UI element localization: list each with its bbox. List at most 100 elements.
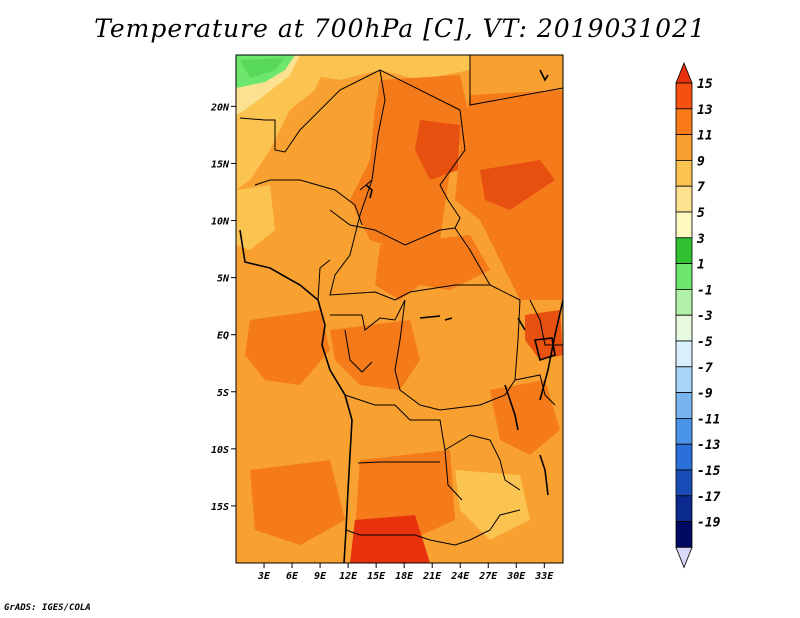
green-area-inner bbox=[240, 58, 285, 78]
warm-area-north bbox=[300, 55, 470, 80]
y-tick-label: 5S bbox=[217, 388, 229, 399]
colorbar-segment bbox=[675, 417, 693, 445]
colorbar-segment bbox=[675, 392, 693, 419]
colorbar-segment bbox=[675, 288, 693, 316]
x-tick-label: 6E bbox=[286, 571, 299, 582]
border-2 bbox=[469, 55, 563, 106]
colorbar-label: -9 bbox=[697, 387, 713, 402]
colorbar-label: -3 bbox=[697, 309, 713, 324]
colorbar-label: -17 bbox=[697, 490, 721, 505]
colorbar-label: -7 bbox=[697, 361, 713, 376]
border-5 bbox=[329, 209, 456, 246]
colorbar-label: 9 bbox=[697, 154, 705, 169]
border-14 bbox=[444, 434, 521, 491]
colorbar-label: -1 bbox=[697, 283, 713, 298]
colorbar-segment bbox=[675, 237, 693, 265]
warm-area-west-coast bbox=[236, 185, 275, 250]
colorbar-bottom-arrow bbox=[675, 547, 693, 569]
colorbar-label: 7 bbox=[697, 180, 705, 195]
colorbar-label: -19 bbox=[697, 516, 721, 531]
y-tick-label: EQ bbox=[217, 331, 229, 342]
colorbar-segment bbox=[675, 495, 693, 522]
borders-layer bbox=[239, 55, 563, 563]
warm-area-southeast bbox=[455, 470, 530, 540]
lake-victoria bbox=[534, 337, 556, 362]
border-11 bbox=[344, 394, 463, 501]
border-8 bbox=[330, 299, 406, 331]
border-9 bbox=[344, 329, 373, 373]
y-tick-label: 15N bbox=[211, 159, 230, 170]
hot-core-north bbox=[415, 120, 460, 180]
colorbar-label: 11 bbox=[697, 129, 713, 144]
hot-area-tanzania bbox=[490, 380, 560, 455]
map-frame bbox=[235, 54, 564, 564]
colorbar-label: 5 bbox=[697, 206, 705, 221]
x-tick-label: 15E bbox=[367, 571, 386, 582]
y-tick-label: 10S bbox=[211, 445, 229, 456]
colorbar-segment bbox=[675, 340, 693, 368]
colorbar-segment bbox=[675, 108, 693, 136]
y-axis-ticks: 20N 15N 10N 5N EQ 5S 10S 15S bbox=[210, 102, 236, 513]
colorbar-label: -13 bbox=[697, 438, 721, 453]
hot-core-east bbox=[480, 160, 555, 210]
y-tick-label: 5N bbox=[217, 274, 230, 285]
map-fill-layer bbox=[236, 55, 563, 563]
x-tick-label: 3E bbox=[257, 571, 271, 582]
x-tick-label: 27E bbox=[478, 571, 498, 582]
x-tick-label: 33E bbox=[534, 571, 554, 582]
coastline-east bbox=[539, 299, 563, 401]
colorbar-segment bbox=[675, 443, 693, 471]
x-tick-label: 18E bbox=[395, 571, 414, 582]
colorbar-top-arrow bbox=[675, 61, 693, 84]
border-13 bbox=[345, 529, 456, 546]
x-tick-label: 24E bbox=[450, 571, 470, 582]
grads-credit: GrADS: IGES/COLA bbox=[4, 603, 91, 613]
x-tick-label: 21E bbox=[422, 571, 442, 582]
colorbar-label: 3 bbox=[696, 232, 705, 247]
y-tick-label: 15S bbox=[211, 502, 229, 513]
border-1 bbox=[239, 69, 386, 191]
border-15 bbox=[454, 509, 521, 546]
hot-area-southwest bbox=[250, 460, 345, 545]
colorbar-segment bbox=[675, 469, 693, 497]
colorbar-segment bbox=[675, 521, 693, 548]
colorbar-segment bbox=[675, 82, 693, 110]
hot-area-gabon bbox=[245, 310, 330, 385]
colorbar-segment bbox=[675, 211, 693, 239]
lake-chad bbox=[365, 184, 373, 199]
colorbar-label: 13 bbox=[697, 103, 713, 118]
colorbar-label: -11 bbox=[697, 412, 720, 427]
river-segment bbox=[419, 315, 453, 321]
colorbar-label: -15 bbox=[697, 464, 721, 479]
lake-tanganyika bbox=[504, 384, 519, 431]
green-area bbox=[236, 55, 295, 88]
x-tick-label: 30E bbox=[506, 571, 526, 582]
x-axis-ticks: 3E 6E 9E 12E 15E 18E 21E 24E 27E 30E 33E bbox=[257, 563, 554, 582]
border-4 bbox=[329, 179, 490, 301]
lake-malawi bbox=[539, 454, 549, 496]
colorbar-label: -5 bbox=[697, 335, 713, 350]
colorbar: 15 13 11 9 7 5 3 1 -1 -3 -5 -7 -9 -11 -13 -15 -17 -19 bbox=[675, 61, 721, 569]
colorbar-label: 1 bbox=[697, 258, 705, 273]
colorbar-segment bbox=[675, 314, 693, 342]
border-6 bbox=[254, 179, 363, 226]
border-16 bbox=[514, 374, 556, 406]
colorbar-segment bbox=[675, 159, 693, 187]
hot-core-south bbox=[350, 515, 430, 563]
coastline-west bbox=[239, 229, 353, 563]
hot-area-car bbox=[375, 235, 490, 300]
y-tick-label: 20N bbox=[210, 102, 230, 113]
x-tick-label: 12E bbox=[339, 571, 358, 582]
border-10 bbox=[394, 299, 521, 411]
hot-area-congo bbox=[330, 320, 420, 390]
colorbar-segment bbox=[675, 263, 693, 290]
colorbar-segment bbox=[675, 366, 693, 393]
colorbar-segment bbox=[675, 134, 693, 161]
colorbar-segment bbox=[675, 185, 693, 213]
colorbar-label: 15 bbox=[697, 77, 713, 92]
chart-title: Temperature at 700hPa [C], VT: 201903102… bbox=[94, 14, 706, 43]
x-tick-label: 9E bbox=[314, 571, 327, 582]
river-nile bbox=[539, 69, 549, 82]
lake-albert bbox=[517, 317, 526, 331]
